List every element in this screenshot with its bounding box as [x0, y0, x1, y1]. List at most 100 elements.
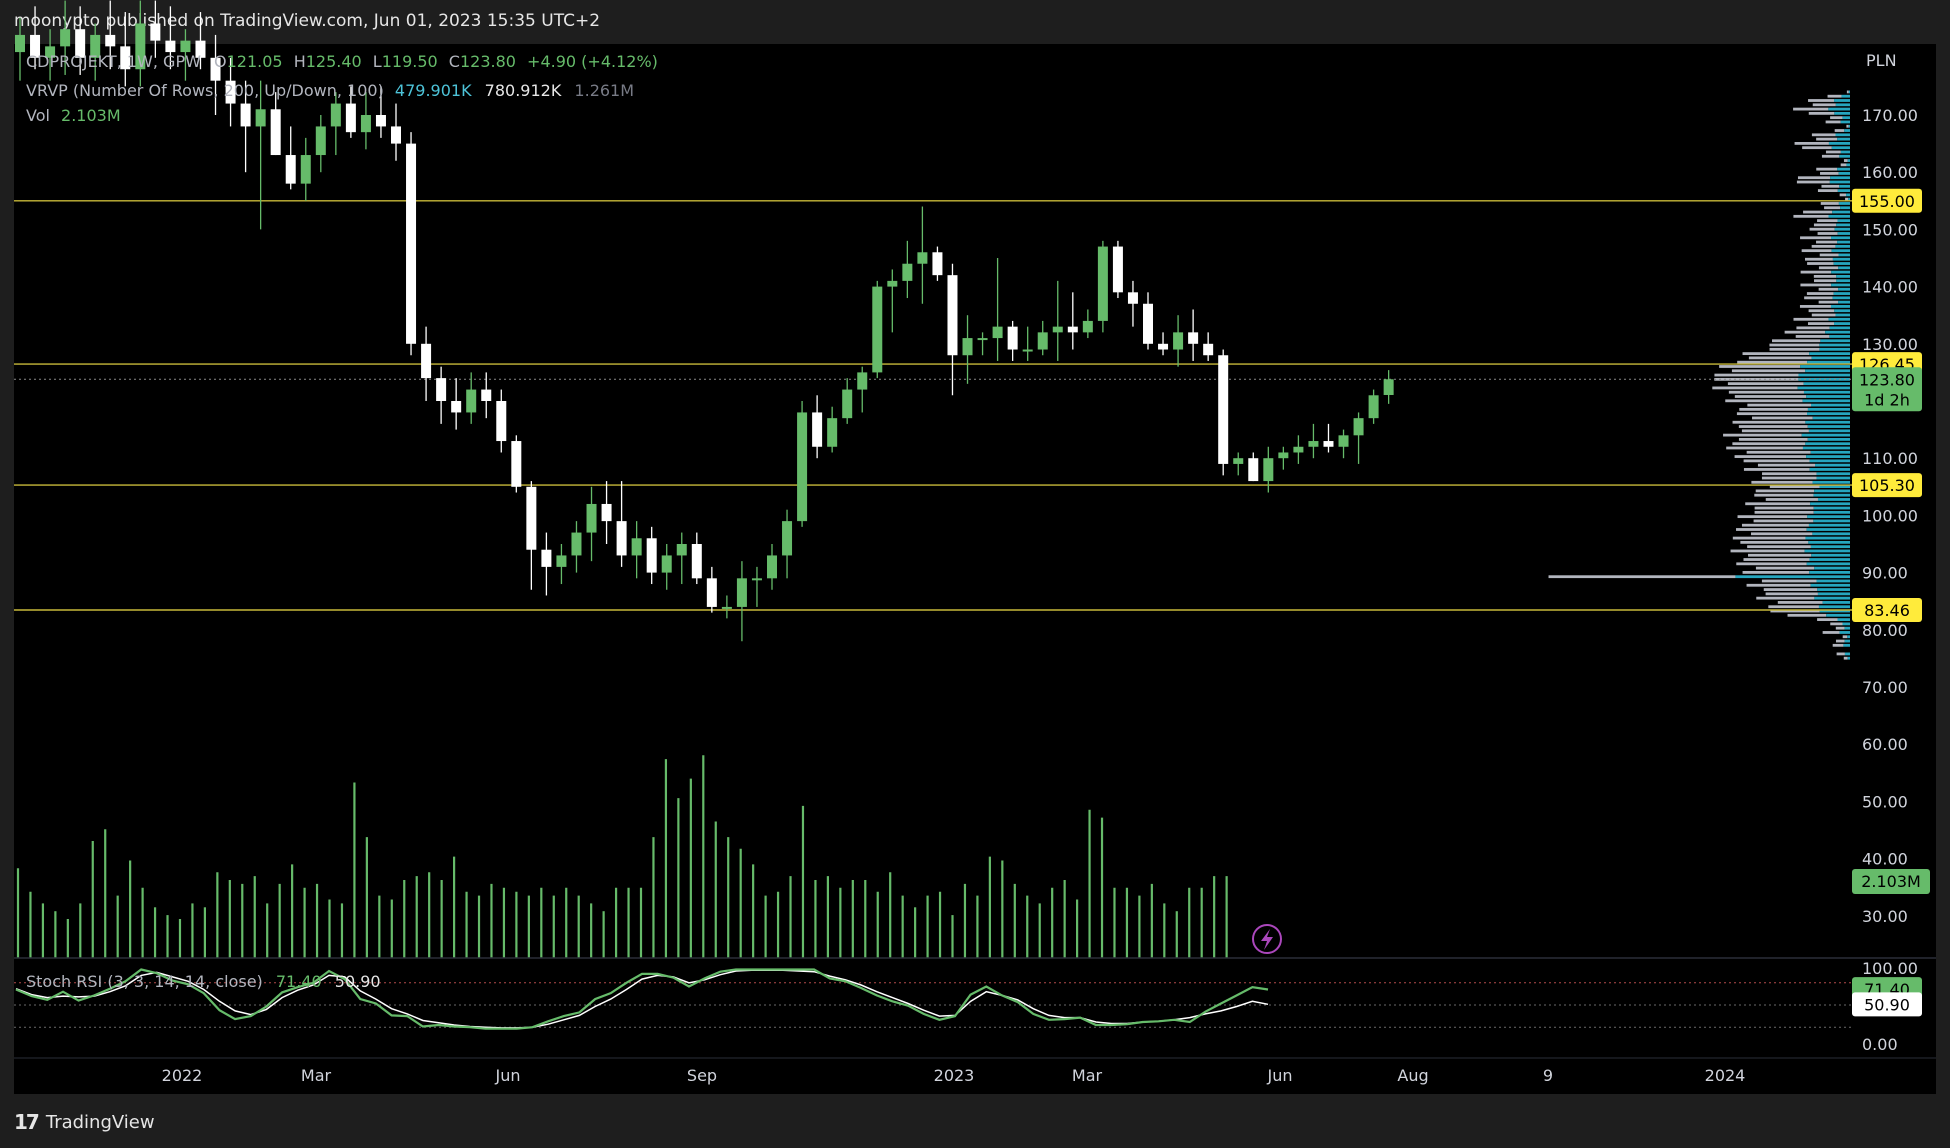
profile-row-down: [1840, 163, 1847, 167]
profile-row-up: [1812, 416, 1850, 420]
profile-row-down: [1816, 240, 1838, 244]
candle-body: [767, 555, 777, 579]
profile-row-up: [1837, 219, 1850, 223]
profile-row-up: [1822, 601, 1850, 604]
vrvp-down-volume: 780.912K: [484, 81, 562, 100]
profile-row-up: [1837, 167, 1850, 171]
price-tick-label: 150.00: [1862, 220, 1918, 239]
profile-row-up: [1830, 305, 1850, 308]
vrvp-label[interactable]: VRVP (Number Of Rows, 200, Up/Down, 100): [26, 81, 384, 100]
volume-legend[interactable]: Vol 2.103M: [26, 106, 121, 125]
profile-row-up: [1805, 536, 1850, 540]
profile-row-down: [1818, 266, 1839, 270]
chart-frame[interactable]: [14, 44, 1936, 1094]
profile-row-down: [1754, 506, 1814, 510]
profile-row-up: [1828, 317, 1850, 321]
candle-body: [586, 503, 597, 533]
level-badge: [1852, 473, 1922, 498]
symbol-legend[interactable]: CDPROJEKT, 1W, GPW O121.05 H125.40 L119.…: [26, 52, 658, 71]
profile-row-down: [1835, 626, 1845, 630]
profile-row-up: [1844, 626, 1850, 630]
profile-row-up: [1830, 176, 1850, 180]
vrvp-legend[interactable]: VRVP (Number Of Rows, 200, Up/Down, 100)…: [26, 81, 634, 100]
stoch-label[interactable]: Stoch RSI (3, 3, 14, 14, close): [26, 972, 263, 991]
profile-row-up: [1832, 210, 1850, 214]
profile-row-up: [1837, 189, 1850, 192]
candle-body: [902, 263, 913, 281]
stoch-legend[interactable]: Stoch RSI (3, 3, 14, 14, close) 71.40 50…: [26, 972, 381, 991]
currency-label: PLN: [1866, 51, 1897, 70]
profile-row-up: [1814, 489, 1850, 493]
profile-row-down: [1843, 656, 1848, 660]
tradingview-brand[interactable]: 17 TradingView: [14, 1110, 155, 1134]
profile-row-up: [1817, 592, 1850, 596]
candle-body: [706, 578, 717, 607]
profile-row-up: [1808, 540, 1850, 544]
profile-row-down: [1787, 613, 1827, 617]
profile-row-up: [1832, 257, 1850, 261]
candle-body: [1323, 441, 1334, 447]
candle-body: [60, 29, 71, 47]
symbol-name[interactable]: CDPROJEKT, 1W, GPW: [26, 52, 201, 71]
profile-row-down: [1845, 197, 1849, 201]
ohlc-open-key: O: [214, 52, 227, 71]
candle-body: [300, 155, 311, 184]
profile-row-up: [1840, 120, 1850, 124]
profile-row-up: [1807, 412, 1850, 416]
profile-row-down: [1743, 459, 1810, 463]
price-tick-label: 30.00: [1862, 907, 1908, 926]
footer-bar: [0, 1094, 1950, 1148]
profile-row-up: [1826, 613, 1850, 617]
profile-row-down: [1808, 309, 1835, 313]
candle-body: [1248, 458, 1259, 482]
candle-body: [1353, 418, 1364, 436]
profile-row-down: [1754, 493, 1814, 497]
profile-row-down: [1794, 142, 1829, 145]
candle-body: [345, 103, 356, 133]
profile-row-down: [1736, 528, 1807, 531]
profile-row-up: [1807, 425, 1850, 428]
profile-row-up: [1837, 618, 1850, 621]
profile-row-down: [1742, 352, 1810, 356]
candle-body: [330, 103, 341, 127]
price-tick-label: 110.00: [1862, 449, 1918, 468]
candle-body: [782, 521, 793, 556]
profile-row-down: [1765, 592, 1818, 596]
horizontal-levels[interactable]: [14, 200, 1852, 611]
vol-label[interactable]: Vol: [26, 106, 50, 125]
profile-row-up: [1836, 279, 1850, 283]
profile-row-down: [1732, 442, 1806, 446]
profile-row-down: [1751, 532, 1813, 536]
candle-body: [481, 389, 492, 401]
profile-row-up: [1831, 283, 1850, 287]
profile-row-down: [1730, 549, 1805, 553]
profile-row-up: [1808, 429, 1850, 433]
candle-body: [285, 155, 296, 184]
candle-body: [195, 40, 206, 58]
candle-body: [992, 326, 1003, 339]
alert-lightning-icon[interactable]: [1252, 924, 1282, 954]
profile-row-down: [1802, 146, 1832, 150]
candle-body: [150, 23, 161, 41]
candle-body: [1233, 458, 1244, 464]
profile-row-up: [1829, 180, 1850, 184]
profile-row-up: [1812, 532, 1850, 536]
profile-row-down: [1748, 553, 1812, 557]
profile-row-down: [1846, 90, 1849, 94]
profile-row-down: [1731, 369, 1806, 373]
profile-row-up: [1837, 137, 1850, 141]
candle-body: [1037, 332, 1048, 350]
price-tick-label: 170.00: [1862, 106, 1918, 125]
price-axis: PLN170.00160.00150.00140.00130.00120.001…: [1862, 51, 1918, 926]
candle-body: [180, 40, 191, 53]
profile-row-down: [1820, 172, 1839, 175]
profile-row-down: [1777, 601, 1823, 604]
candle-body: [225, 80, 236, 104]
profile-row-up: [1837, 240, 1850, 244]
profile-row-down: [1732, 420, 1806, 424]
profile-row-up: [1804, 549, 1850, 553]
profile-row-down: [1818, 300, 1839, 304]
price-tick-label: 100.00: [1862, 506, 1918, 525]
candle-body: [1308, 441, 1319, 447]
